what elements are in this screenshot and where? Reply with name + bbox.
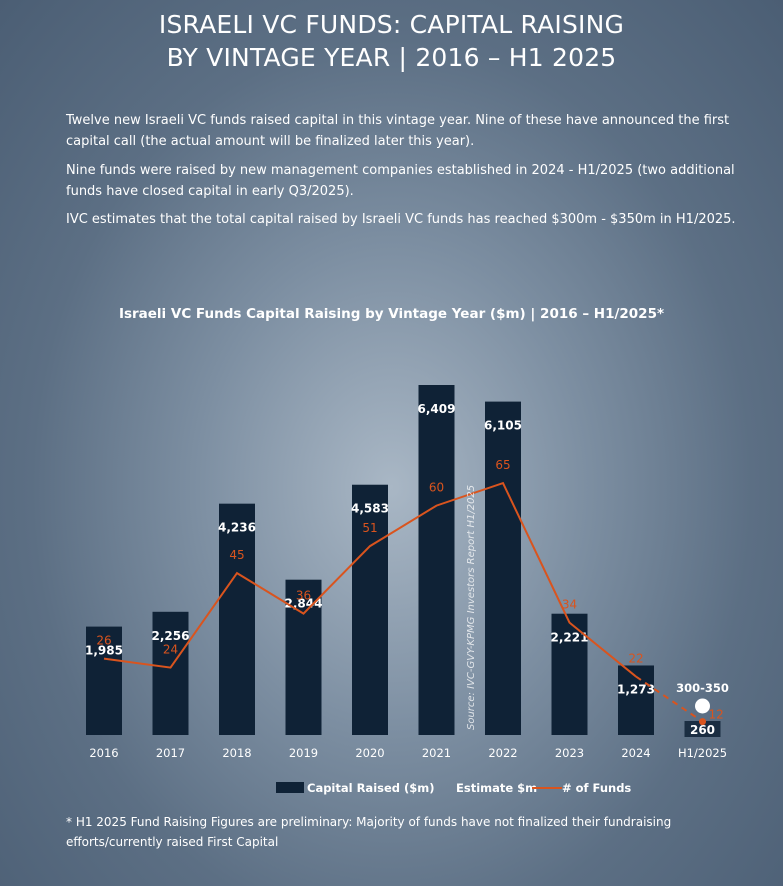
funds-line-dashed-segment [635, 675, 704, 723]
x-tick-label-2019: 2019 [289, 746, 318, 760]
bar-2022 [485, 401, 521, 735]
funds-label-2021: 60 [429, 481, 444, 495]
x-tick-label-2021: 2021 [422, 746, 451, 760]
legend-swatch-capital-raised [276, 782, 304, 793]
funds-line [103, 481, 637, 678]
bar-2023 [551, 613, 588, 735]
funds-label-H1/2025: 12 [709, 708, 724, 722]
funds-line-endpoint [699, 718, 706, 726]
legend-label-funds: # of Funds [562, 781, 631, 795]
x-tick-label-2017: 2017 [156, 746, 185, 760]
estimate-marker [695, 698, 710, 714]
paragraph-3: IVC estimates that the total capital rai… [66, 212, 736, 227]
x-tick-label-2020: 2020 [355, 746, 384, 760]
x-tick-label-2023: 2023 [555, 746, 584, 760]
bar-value-label-2016: 1,985 [85, 644, 123, 658]
x-tick-label-2016: 2016 [89, 746, 118, 760]
page-title-line-2: BY VINTAGE YEAR | 2016 – H1 2025 [166, 43, 617, 72]
legend-label-estimate: Estimate $m [456, 781, 537, 795]
bar-2018 [219, 503, 255, 735]
page-title-line-1: ISRAELI VC FUNDS: CAPITAL RAISING [158, 10, 625, 39]
paragraph-2: Nine funds were raised by new management… [66, 163, 735, 199]
funds-label-2020: 51 [362, 521, 377, 535]
legend-label-capital-raised: Capital Raised ($m) [307, 781, 435, 795]
funds-label-2019: 36 [296, 589, 311, 603]
x-tick-label-2018: 2018 [222, 746, 251, 760]
bar-2017 [152, 611, 189, 735]
estimate-value-label: 300-350 [676, 681, 729, 695]
bar-value-label-2021: 6,409 [418, 402, 456, 416]
chart-title: Israeli VC Funds Capital Raising by Vint… [118, 306, 665, 322]
funds-label-2023: 34 [562, 598, 577, 612]
x-tick-label-H1/2025: H1/2025 [678, 746, 727, 760]
page-title: ISRAELI VC FUNDS: CAPITAL RAISING BY VIN… [0, 8, 783, 74]
bar-2021 [418, 385, 455, 735]
bar-2020 [352, 484, 388, 735]
funds-label-2018: 45 [229, 548, 244, 562]
bar-value-label-2023: 2,221 [551, 631, 589, 645]
footnote: * H1 2025 Fund Raising Figures are preli… [66, 815, 672, 849]
funds-label-2017: 24 [163, 643, 178, 657]
funds-label-2016: 26 [96, 634, 111, 648]
bar-value-label-2020: 4,583 [351, 502, 389, 516]
bar-value-label-2022: 6,105 [484, 419, 522, 433]
bar-value-label-2018: 4,236 [218, 521, 256, 535]
bar-value-label-2024: 1,273 [617, 682, 655, 696]
x-tick-label-2022: 2022 [488, 746, 517, 760]
bar-value-label-H1/2025: 260 [690, 723, 715, 737]
x-tick-label-2024: 2024 [621, 746, 650, 760]
source-note: Source: IVC-GVY-KPMG Investors Report H1… [466, 485, 477, 730]
bar-H1/2025 [684, 721, 721, 737]
bar-2016 [86, 626, 122, 735]
bar-value-label-2017: 2,256 [152, 629, 190, 643]
funds-label-2022: 65 [495, 458, 510, 472]
paragraph-1: Twelve new Israeli VC funds raised capit… [66, 113, 730, 149]
funds-label-2024: 22 [628, 652, 643, 666]
